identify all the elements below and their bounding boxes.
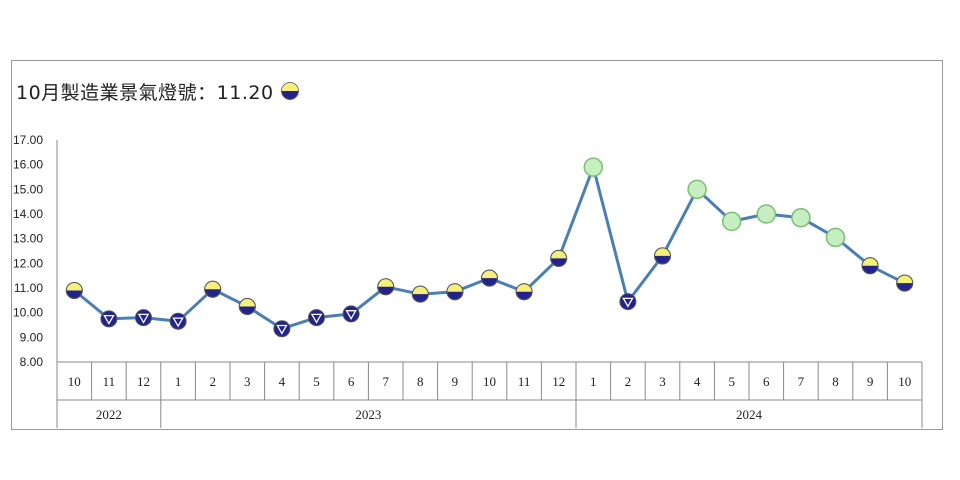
x-tick-label: 3: [244, 374, 251, 389]
blue-signal-point: [619, 293, 637, 311]
x-tick-label: 1: [175, 374, 182, 389]
y-tick-label: 17.00: [13, 133, 43, 147]
x-tick-label: 7: [382, 374, 389, 389]
blue-signal-point: [273, 320, 291, 338]
series-line: [73, 165, 906, 331]
x-tick-label: 10: [483, 374, 496, 389]
y-tick-label: 15.00: [13, 182, 43, 196]
yellow-blue-signal-point: [446, 283, 464, 301]
green-signal-point: [791, 207, 811, 228]
chart-title-row: 10月製造業景氣燈號：11.20: [16, 78, 300, 104]
y-tick-label: 8.00: [20, 355, 44, 369]
x-tick-label: 2: [209, 374, 216, 389]
x-tick-label: 10: [898, 374, 911, 389]
x-tick-label: 11: [518, 374, 531, 389]
year-label: 2022: [96, 407, 122, 422]
yellow-blue-signal-point: [550, 249, 568, 267]
yellow-blue-signal-point: [411, 285, 429, 303]
green-signal-point: [583, 157, 604, 177]
yellow-blue-signal-point: [515, 283, 533, 301]
blue-signal-point: [308, 309, 325, 327]
x-tick-label: 9: [452, 374, 459, 389]
x-tick-label: 12: [137, 374, 150, 389]
yellow-blue-signal-point: [861, 257, 879, 275]
y-tick-label: 10.00: [13, 306, 43, 320]
blue-signal-point: [169, 312, 187, 330]
yellow-blue-signal-point: [377, 278, 395, 296]
y-tick-label: 12.00: [13, 256, 43, 270]
y-tick-label: 14.00: [13, 207, 43, 221]
y-tick-label: 16.00: [13, 158, 43, 172]
blue-signal-point: [100, 310, 118, 328]
y-tick-label: 9.00: [20, 330, 44, 344]
yellow-blue-signal-point: [481, 269, 498, 287]
green-signal-point: [825, 227, 846, 248]
x-tick-label: 2: [625, 374, 632, 389]
x-tick-label: 7: [798, 374, 805, 389]
x-tick-label: 9: [867, 374, 874, 389]
x-tick-label: 11: [103, 374, 116, 389]
x-tick-label: 12: [552, 374, 565, 389]
green-signal-point: [687, 179, 707, 200]
green-signal-point: [721, 211, 742, 232]
x-tick-label: 5: [313, 374, 320, 389]
x-tick-label: 6: [348, 374, 355, 389]
green-signal-point: [756, 204, 777, 224]
blue-signal-point: [342, 305, 360, 323]
yellow-blue-signal-point: [238, 298, 256, 315]
yellow-blue-signal-point: [65, 281, 83, 299]
x-tick-label: 1: [590, 374, 597, 389]
x-tick-label: 10: [68, 374, 81, 389]
y-tick-label: 11.00: [14, 281, 43, 295]
yellow-blue-signal-icon: [280, 82, 299, 100]
yellow-blue-signal-point: [896, 274, 914, 292]
chart-frame: [11, 60, 943, 430]
year-label: 2024: [736, 407, 763, 422]
yellow-blue-signal-point: [204, 280, 222, 298]
x-tick-label: 5: [728, 374, 735, 389]
x-tick-label: 4: [694, 374, 701, 389]
chart-title: 10月製造業景氣燈號：11.20: [16, 81, 274, 104]
x-tick-label: 8: [832, 374, 839, 389]
year-label: 2023: [355, 407, 381, 422]
x-tick-label: 6: [763, 374, 770, 389]
yellow-blue-signal-point: [654, 247, 671, 265]
x-tick-label: 8: [417, 374, 424, 389]
x-tick-label: 3: [659, 374, 666, 389]
blue-signal-point: [135, 309, 152, 327]
y-tick-label: 13.00: [13, 232, 43, 246]
x-tick-label: 4: [279, 374, 286, 389]
